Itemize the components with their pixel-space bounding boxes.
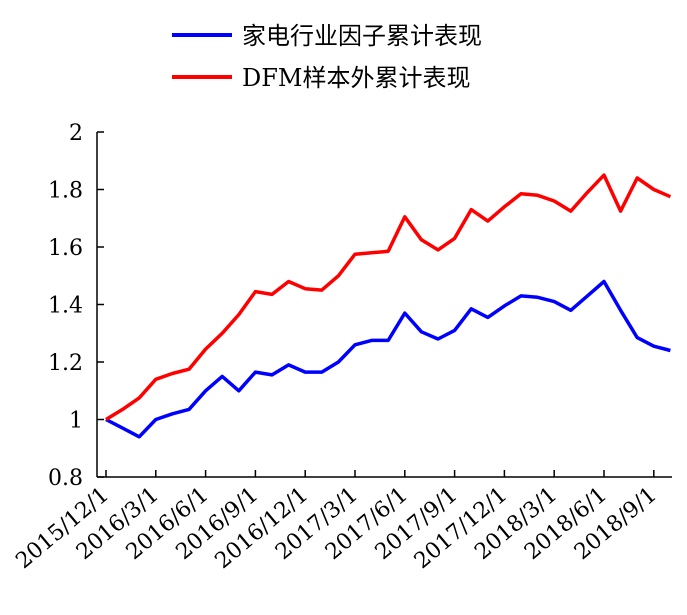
y-tick-label: 1.2 xyxy=(48,351,83,376)
legend: 家电行业因子累计表现 DFM样本外累计表现 xyxy=(172,22,482,92)
y-tick-label: 1 xyxy=(69,409,83,434)
y-axis: 0.8 1 1.2 1.4 1.6 1.8 2 xyxy=(48,121,104,491)
y-tick-label: 1.4 xyxy=(48,294,83,319)
series-layer xyxy=(105,173,672,439)
series-line-1 xyxy=(105,279,671,439)
y-tick-label: 0.8 xyxy=(48,466,83,491)
legend-label-1: 家电行业因子累计表现 xyxy=(242,22,482,50)
series-line-2 xyxy=(105,173,672,421)
x-axis: 2015/12/12016/3/12016/6/12016/9/12016/12… xyxy=(11,470,672,574)
y-tick-label: 2 xyxy=(69,121,83,146)
y-tick-label: 1.6 xyxy=(48,236,83,261)
y-tick-label: 1.8 xyxy=(48,179,83,204)
legend-label-2: DFM样本外累计表现 xyxy=(242,64,470,92)
